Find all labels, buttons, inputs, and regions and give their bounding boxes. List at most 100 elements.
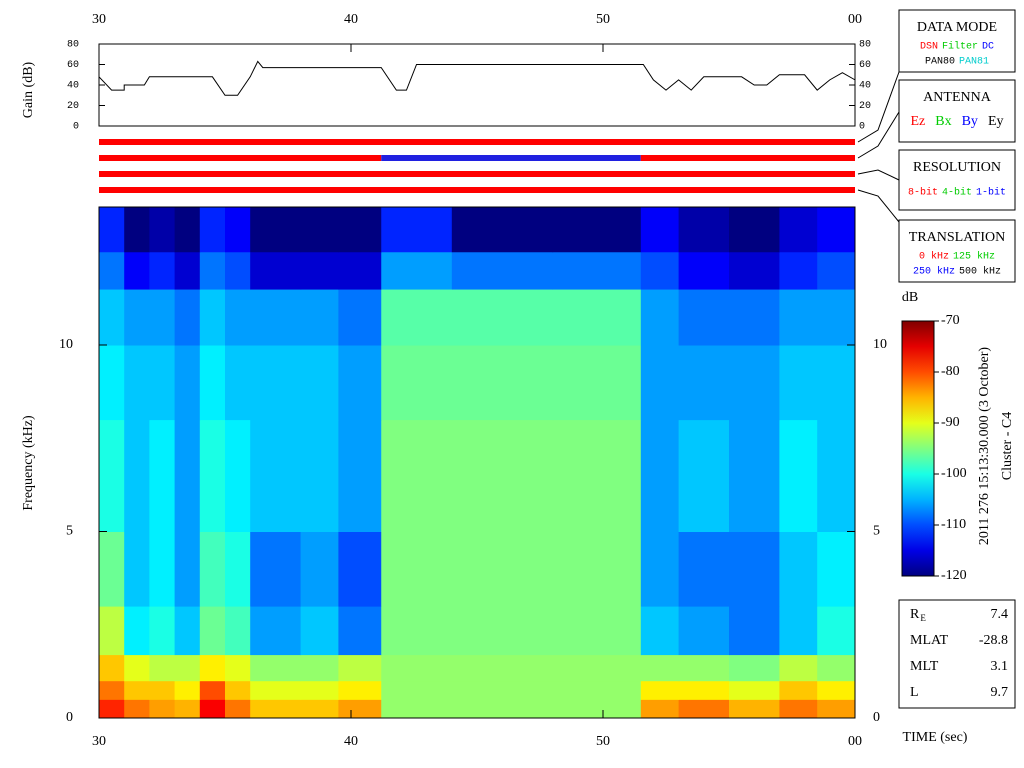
spectrogram-frame: [98, 206, 856, 719]
orbit-label: MLT: [910, 659, 939, 674]
x-tick-label: 40: [344, 12, 358, 27]
legend-item: 1-bit: [976, 187, 1006, 199]
connectors: [857, 71, 900, 223]
y-tick-label: 80: [67, 40, 79, 51]
spectrogram-cell: [381, 606, 453, 656]
spectrogram-cell: [451, 654, 554, 682]
spectrogram-cell: [300, 419, 339, 533]
spectrogram-cell: [99, 654, 125, 682]
legend-item: 125 kHz: [953, 251, 995, 263]
orbit-box: [898, 599, 1016, 709]
spectrogram-cell: [552, 654, 642, 682]
colorbar-tick-label: -90: [941, 415, 960, 430]
y-tick-label: 0: [73, 122, 79, 133]
spectrogram-cell: [729, 680, 780, 700]
spectrogram-cell: [729, 251, 780, 290]
spectrogram: [99, 207, 856, 719]
spectrogram-cell: [779, 419, 818, 533]
spectrogram-cell: [729, 654, 780, 682]
spectrogram-cell: [250, 251, 302, 290]
spectrogram-cell: [338, 289, 382, 346]
spectrogram-cell: [381, 289, 453, 346]
spectrogram-cell: [779, 606, 818, 656]
spectrogram-cell: [149, 680, 176, 700]
spectrogram-cell: [174, 680, 201, 700]
spectrogram-cell: [552, 289, 642, 346]
spectrogram-cell: [225, 654, 251, 682]
y-tick-label: 0: [66, 710, 73, 725]
spectrogram-cell: [124, 345, 150, 421]
spectrogram-cell: [338, 699, 382, 719]
spectrogram-cell: [552, 419, 642, 533]
spectrogram-cell: [250, 345, 302, 421]
spectrogram-cell: [199, 419, 226, 533]
spectrogram-cell: [338, 207, 382, 253]
spectrogram-cell: [225, 289, 251, 346]
legend-item: 4-bit: [942, 187, 972, 199]
status-segment: [99, 139, 855, 145]
spectrogram-cell: [779, 699, 818, 719]
x-tick-label: 50: [596, 12, 610, 27]
spectrogram-cell: [225, 680, 251, 700]
spectrogram-cell: [817, 419, 856, 533]
spectrogram-cell: [381, 654, 453, 682]
spectrogram-cell: [779, 680, 818, 700]
x-tick-label: 30: [92, 12, 106, 27]
colorbar-tick-label: -80: [941, 364, 960, 379]
spectrogram-cell: [174, 289, 201, 346]
y-tick-label: 20: [859, 101, 871, 112]
spectrogram-cell: [451, 345, 554, 421]
spectrogram-cell: [300, 289, 339, 346]
legend-box: [898, 149, 1016, 211]
spectrogram-cell: [381, 345, 453, 421]
x-tick-label: 00: [848, 734, 862, 749]
orbit-label: R: [910, 607, 920, 622]
colorbar-tick-label: -120: [941, 568, 967, 583]
spectrogram-cell: [149, 207, 176, 253]
x-tick-label: 00: [848, 12, 862, 27]
gain-frame: [98, 43, 856, 127]
spectrogram-cell: [779, 289, 818, 346]
spectrogram-cell: [640, 207, 680, 253]
spectrogram-cell: [817, 289, 856, 346]
spectrogram-cell: [640, 419, 680, 533]
spectrogram-cell: [250, 289, 302, 346]
legend-item: DC: [982, 42, 994, 53]
spectrogram-cell: [300, 680, 339, 700]
spectrogram-cell: [124, 606, 150, 656]
spectrogram-cell: [250, 207, 302, 253]
spectrogram-cell: [678, 419, 730, 533]
spectrogram-cell: [199, 251, 226, 290]
spectrogram-cell: [149, 251, 176, 290]
legend-item: Ey: [988, 114, 1004, 129]
spectrogram-cell: [124, 251, 150, 290]
spectrogram-cell: [779, 654, 818, 682]
spectrogram-cell: [250, 699, 302, 719]
y-tick-label: 5: [66, 524, 73, 539]
spectrogram-cell: [779, 207, 818, 253]
spectrogram-cell: [640, 654, 680, 682]
spectrogram-cell: [174, 606, 201, 656]
spectrogram-cell: [99, 207, 125, 253]
legend-item: PAN80: [925, 57, 955, 68]
gain-axis-label: Gain (dB): [21, 61, 36, 118]
spectrogram-cell: [149, 606, 176, 656]
spectrogram-cell: [552, 345, 642, 421]
legend-item: PAN81: [959, 57, 989, 68]
spectrogram-cell: [817, 207, 856, 253]
spectrogram-cell: [124, 207, 150, 253]
spectrogram-cell: [640, 680, 680, 700]
colorbar-tick-label: -70: [941, 313, 960, 328]
spectrogram-cell: [338, 680, 382, 700]
spectrogram-cell: [99, 345, 125, 421]
spectrogram-cell: [225, 419, 251, 533]
spectrogram-cell: [552, 531, 642, 607]
spectrogram-cell: [225, 531, 251, 607]
spectrogram-cell: [250, 606, 302, 656]
spectrogram-cell: [678, 680, 730, 700]
spectrogram-cell: [250, 419, 302, 533]
legend-box: [898, 9, 1016, 73]
spectrogram-cell: [552, 699, 642, 719]
spectrogram-cell: [779, 345, 818, 421]
orbit-value: 9.7: [991, 685, 1009, 700]
